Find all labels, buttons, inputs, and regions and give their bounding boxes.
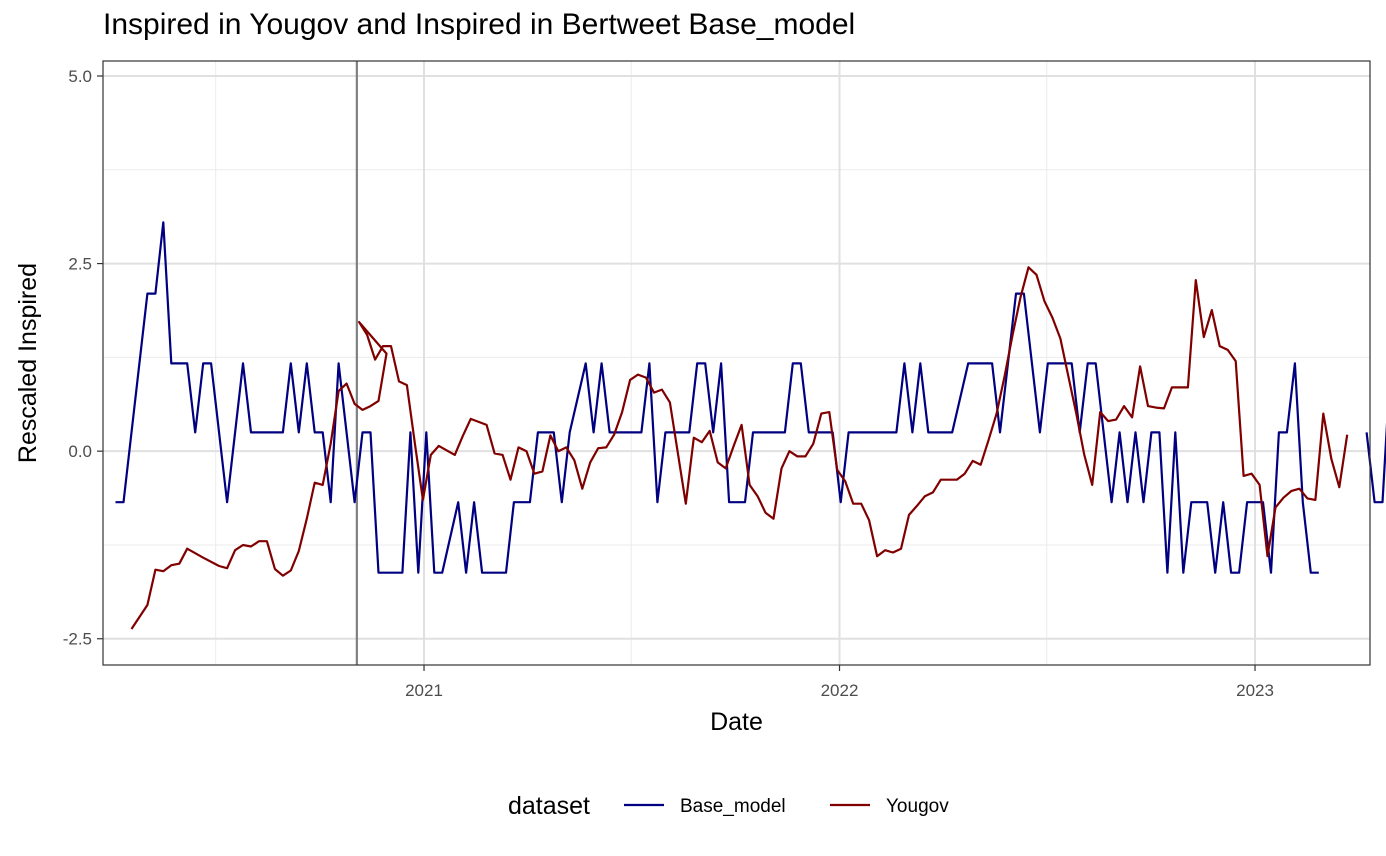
legend-label: Base_model xyxy=(680,796,786,817)
series-line-yougov xyxy=(130,266,1349,630)
x-tick-label: 2022 xyxy=(821,681,859,700)
y-axis-title: Rescaled Inspired xyxy=(14,263,42,463)
y-tick-label: 5.0 xyxy=(68,67,92,86)
x-axis: 2021 2022 2023 xyxy=(405,665,1274,700)
panel-border xyxy=(102,60,1371,666)
x-tick-label: 2021 xyxy=(405,681,443,700)
y-tick-label: 0.0 xyxy=(68,442,92,461)
grid xyxy=(103,61,1370,665)
legend-label: Yougov xyxy=(886,796,949,817)
series-lines xyxy=(115,221,1386,630)
y-tick-label: 2.5 xyxy=(68,255,92,274)
chart-title: Inspired in Yougov and Inspired in Bertw… xyxy=(103,8,856,41)
legend: dataset Base_model Yougov xyxy=(508,792,949,820)
y-tick-label: -2.5 xyxy=(63,630,92,649)
x-axis-title: Date xyxy=(710,708,763,736)
series-line-base-model xyxy=(115,221,1386,574)
legend-title: dataset xyxy=(508,792,590,820)
x-tick-label: 2023 xyxy=(1236,681,1274,700)
y-axis: -2.5 0.0 2.5 5.0 xyxy=(63,67,103,649)
